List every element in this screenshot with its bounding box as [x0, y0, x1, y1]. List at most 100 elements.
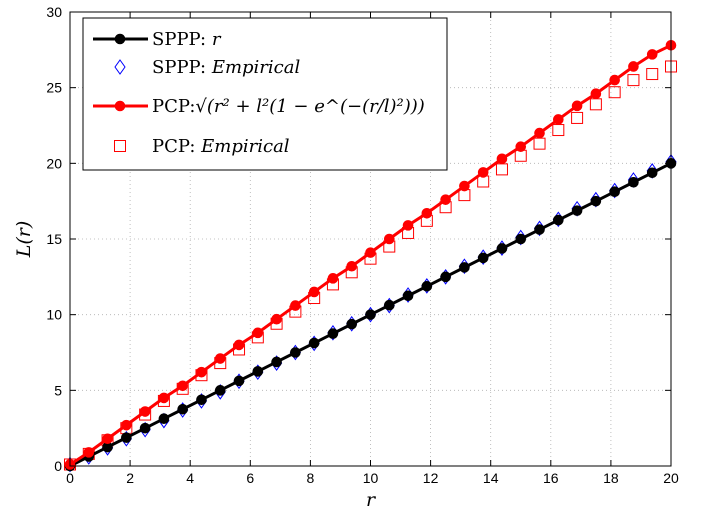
data-point	[421, 280, 433, 292]
data-point	[608, 86, 621, 99]
legend-entry: PCP: Empirical	[114, 136, 290, 157]
data-point	[402, 290, 414, 302]
data-point	[628, 61, 639, 72]
legend-marker	[114, 33, 126, 45]
data-point	[365, 309, 376, 320]
data-point	[552, 124, 565, 137]
data-point	[477, 252, 489, 264]
data-point	[609, 186, 620, 198]
x-tick-label: 14	[483, 470, 499, 486]
data-point	[628, 176, 639, 188]
data-point	[346, 260, 358, 272]
data-point	[158, 392, 170, 404]
data-point	[495, 163, 508, 176]
data-point	[571, 111, 584, 124]
data-point	[121, 432, 132, 443]
data-point	[646, 49, 658, 60]
data-point	[571, 100, 583, 112]
y-tick-label: 15	[46, 231, 62, 247]
data-point	[196, 366, 207, 378]
data-point	[252, 366, 264, 377]
data-point	[590, 88, 602, 100]
legend-marker	[114, 100, 126, 112]
x-tick-label: 6	[246, 470, 254, 486]
data-point	[346, 318, 358, 330]
data-point	[383, 299, 395, 311]
legend-entry: SPPP: r	[93, 29, 222, 50]
data-point	[102, 433, 113, 445]
x-axis-label: r	[366, 489, 377, 511]
legend-entry: SPPP: Empirical	[114, 57, 300, 78]
data-point	[233, 339, 245, 351]
data-point	[252, 327, 264, 339]
legend-label: SPPP: r	[152, 29, 222, 50]
data-point	[327, 273, 339, 284]
data-point	[121, 419, 132, 431]
data-point	[590, 195, 602, 207]
data-point	[553, 114, 564, 125]
series-layer	[64, 39, 677, 473]
data-point	[496, 153, 508, 165]
data-point	[196, 394, 207, 406]
series-0	[64, 158, 677, 472]
x-tick-label: 2	[126, 470, 134, 486]
y-tick-label: 10	[46, 307, 62, 323]
y-tick-label: 5	[54, 382, 62, 398]
data-point	[139, 422, 151, 434]
data-point	[214, 385, 226, 396]
x-tick-label: 16	[543, 470, 559, 486]
x-tick-label: 12	[423, 470, 439, 486]
legend-marker	[114, 59, 126, 75]
y-tick-label: 30	[46, 4, 62, 20]
data-point	[459, 180, 470, 192]
legend-label: PCP: Empirical	[152, 136, 290, 157]
legend-label: PCP:√(r² + l²(1 − e^(−(r/l)²)))	[152, 96, 425, 117]
data-point	[515, 141, 527, 152]
y-axis-label: L(r)	[13, 221, 35, 259]
data-point	[308, 286, 320, 298]
legend: SPPP: r SPPP: Empirical PCP:√(r² + l²(1 − …	[82, 17, 448, 171]
data-point	[609, 74, 620, 86]
data-point	[327, 328, 339, 339]
data-point	[177, 403, 188, 415]
series-2	[64, 39, 677, 470]
data-point	[271, 356, 282, 368]
data-point	[589, 98, 602, 111]
data-point	[158, 413, 170, 425]
legend-marker	[114, 140, 126, 152]
data-point	[440, 194, 451, 205]
x-tick-label: 0	[66, 470, 74, 486]
x-tick-label: 4	[186, 470, 194, 486]
data-point	[534, 127, 545, 139]
data-point	[496, 243, 508, 254]
data-point	[214, 353, 226, 364]
data-point	[553, 214, 564, 226]
x-tick-label: 20	[663, 470, 679, 486]
data-point	[627, 74, 640, 87]
data-point	[271, 313, 282, 325]
data-point	[646, 68, 659, 81]
data-point	[365, 247, 376, 258]
legend-entry: PCP:√(r² + l²(1 − e^(−(r/l)²)))	[93, 96, 425, 117]
data-point	[233, 375, 245, 387]
y-tick-label: 0	[54, 458, 62, 474]
x-tick-label: 10	[363, 470, 379, 486]
data-point	[308, 337, 320, 349]
y-tick-label: 25	[46, 80, 62, 96]
data-point	[290, 347, 301, 358]
data-point	[290, 300, 301, 311]
x-tick-label: 8	[307, 470, 315, 486]
data-point	[459, 262, 470, 273]
legend-label: SPPP: Empirical	[152, 57, 300, 78]
data-point	[533, 137, 546, 150]
x-tick-label: 18	[603, 470, 619, 486]
data-point	[571, 205, 583, 216]
data-point	[177, 380, 188, 392]
legend-box	[82, 17, 448, 171]
y-tick-label: 20	[46, 155, 62, 171]
data-point	[646, 167, 658, 179]
data-point	[83, 447, 95, 458]
data-point	[534, 224, 545, 235]
